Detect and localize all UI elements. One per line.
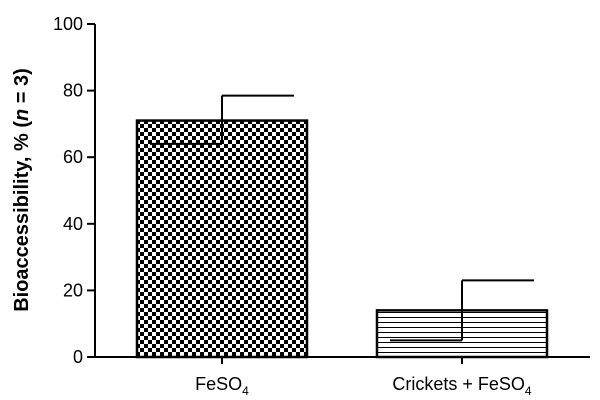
x-category-label-main: Crickets + FeSO (392, 374, 525, 394)
y-axis-label-text: Bioaccessibility, % ( (11, 121, 33, 312)
y-tick-label: 80 (63, 81, 83, 101)
y-tick-label: 60 (63, 147, 83, 167)
x-category-label: FeSO4 (195, 374, 249, 398)
y-tick-label: 40 (63, 214, 83, 234)
y-axis-label: Bioaccessibility, % (n = 3) (11, 68, 33, 312)
x-category-label-subscript: 4 (525, 384, 532, 398)
error-bars (150, 94, 534, 342)
y-axis-label-rest: = 3) (11, 68, 33, 109)
y-tick-label: 20 (63, 280, 83, 300)
y-axis-label-italic: n (11, 109, 33, 121)
y-tick-label: 0 (73, 347, 83, 367)
y-axis-ticks: 0 20 40 60 80 100 (53, 14, 95, 367)
bars (135, 119, 549, 359)
x-category-label-main: FeSO (195, 374, 242, 394)
y-tick-label: 100 (53, 14, 83, 34)
x-axis-category-labels: FeSO4 Crickets + FeSO4 (195, 357, 532, 398)
bar-1 (135, 119, 309, 359)
x-category-label-subscript: 4 (242, 384, 249, 398)
x-category-label: Crickets + FeSO4 (392, 374, 532, 398)
